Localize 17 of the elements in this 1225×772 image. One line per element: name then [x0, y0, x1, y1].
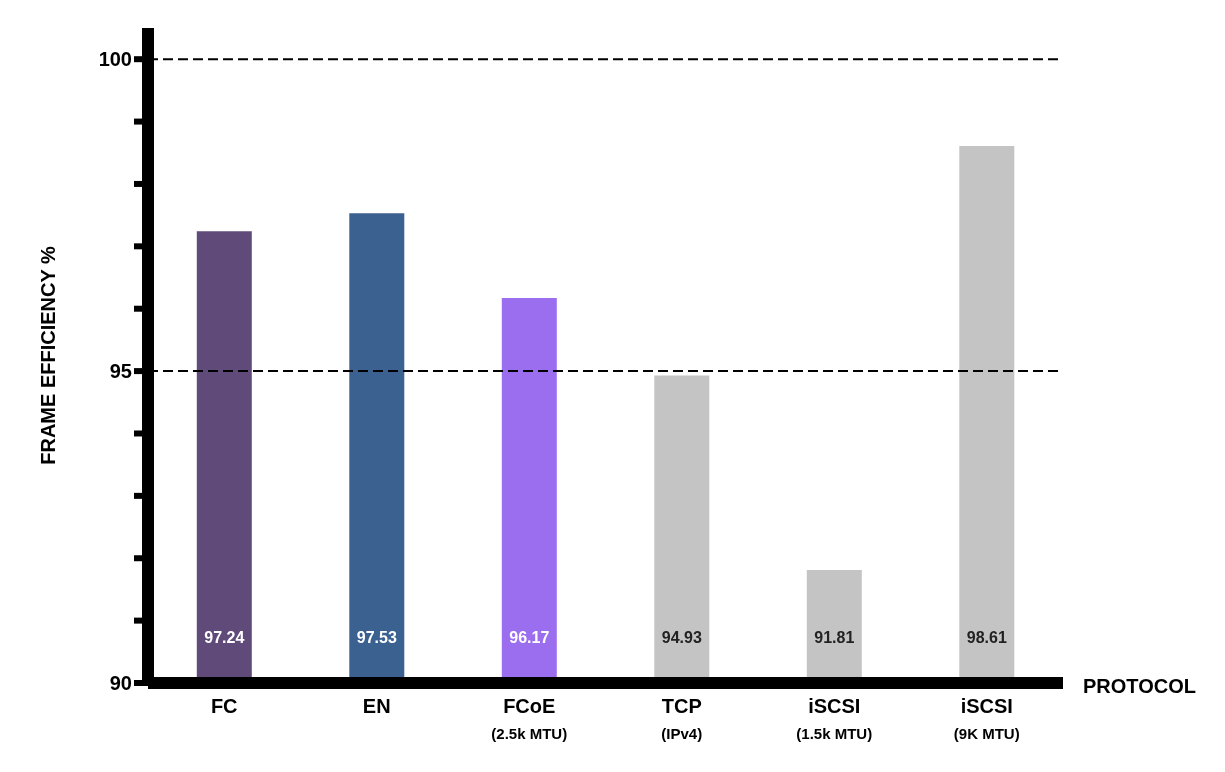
x-tick-label: EN [362, 695, 391, 717]
data-label: 96.17 [509, 629, 550, 646]
data-label: 91.81 [814, 629, 855, 646]
x-axis-title: PROTOCOL [1083, 675, 1196, 698]
y-tick-label: 95 [109, 360, 132, 383]
x-tick-label: iSCSI (9K MTU) [953, 695, 1020, 742]
x-tick-label: FCoE (2.5k MTU) [491, 695, 568, 742]
data-label: 94.93 [661, 629, 702, 646]
x-tick-label: TCP (IPv4) [661, 695, 703, 742]
data-label: 97.24 [204, 629, 245, 646]
x-tick-label: FC [210, 695, 238, 717]
data-label: 98.61 [966, 629, 1007, 646]
x-tick-label: iSCSI (1.5k MTU) [796, 695, 873, 742]
data-label: 97.53 [356, 629, 397, 646]
y-axis-title: FRAME EFFICIENCY % [37, 246, 60, 465]
y-tick-label: 100 [98, 48, 132, 71]
y-tick-label: 90 [109, 672, 132, 695]
